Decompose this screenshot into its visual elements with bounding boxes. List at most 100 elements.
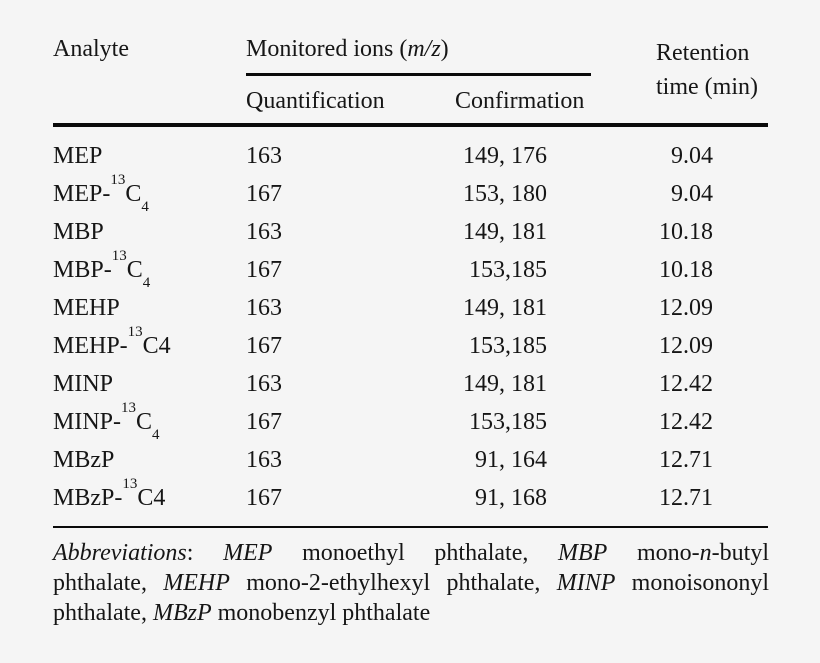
isotope-superscript: 13 [110,171,126,188]
retention-cell: 9.04 [671,180,713,207]
analyte-cell: MEP [53,137,246,175]
footer-text: : [186,540,224,566]
analyte-label: MBzP [53,446,115,473]
analyte-cell: MBP-13C4 [53,247,246,292]
table-row: MBzP-13C4 167 91, 168 12.71 [53,475,713,517]
abbreviations-line3: phthalate, MBzP monobenzyl phthalate [53,598,769,628]
analyte-cell: MEHP-13C4 [53,323,246,365]
table-row: MBP-13C4 167 153,185 10.18 [53,247,713,292]
quantification-cell: 167 [246,332,282,359]
table-row: MBzP 163 91, 164 12.71 [53,441,713,479]
isotope-subscript: 4 [141,199,149,216]
abbreviations-line1: Abbreviations: MEP monoethyl phthalate, … [53,538,769,568]
retention-cell: 12.09 [659,294,713,321]
quantification-cell: 163 [246,446,282,473]
quantification-cell: 167 [246,408,282,435]
isotope-superscript: 13 [111,247,127,264]
footer-text: -butyl [711,540,769,566]
abbrev-mbzp: MBzP [152,600,212,626]
quantification-cell: 167 [246,484,282,511]
body-footer-separator-rule [53,526,768,528]
analyte-base: C [126,256,143,283]
analyte-data-table: MEP 163 149, 176 9.04 MEP-13C4 167 153, … [53,137,713,517]
retention-cell: 10.18 [659,256,713,283]
analyte-cell: MBP [53,213,246,251]
analyte-cell: MEHP [53,289,246,327]
abbrev-mbp: MBP [558,540,608,566]
retention-cell: 12.42 [659,370,713,397]
retention-cell: 12.71 [659,446,713,473]
retention-cell: 12.09 [659,332,713,359]
confirmation-cell: 91, 168 [475,484,547,511]
column-header-quantification: Quantification [246,88,385,114]
table-row: MEHP 163 149, 181 12.09 [53,289,713,327]
confirmation-cell: 149, 181 [463,370,547,397]
confirmation-cell: 153,185 [469,332,547,359]
header-body-separator-rule [53,123,768,127]
analyte-cell: MBzP [53,441,246,479]
analyte-base: C [125,180,142,207]
analyte-cell: MBzP-13C4 [53,475,246,517]
abbrev-mehp: MEHP [163,570,230,596]
retention-cell: 10.18 [659,218,713,245]
analyte-label: MEP- [53,180,111,207]
confirmation-cell: 153,185 [469,256,547,283]
abbrev-mep: MEP [223,540,273,566]
table-row: MINP 163 149, 181 12.42 [53,365,713,403]
retention-header-line1: Retention [656,40,750,66]
analyte-label: MBP- [53,256,112,283]
confirmation-cell: 149, 181 [463,218,547,245]
confirmation-cell: 153,185 [469,408,547,435]
isotope-superscript: 13 [127,323,143,340]
analyte-label: MEP [53,142,103,169]
monitored-ions-label: Monitored ions ( [246,36,408,62]
mz-italic-label: m/z [407,36,441,62]
analyte-cell: MEP-13C4 [53,171,246,216]
confirmation-cell: 149, 176 [463,142,547,169]
table-row: MEP 163 149, 176 9.04 [53,137,713,175]
analyte-base: C4 [142,332,171,359]
quantification-cell: 163 [246,370,282,397]
quantification-cell: 167 [246,256,282,283]
analyte-base: C [136,408,153,435]
isotope-subscript: 4 [152,427,160,444]
table-row: MBP 163 149, 181 10.18 [53,213,713,251]
column-header-analyte: Analyte [53,36,129,62]
confirmation-cell: 91, 164 [475,446,547,473]
analyte-label: MINP- [53,408,122,435]
retention-cell: 12.71 [659,484,713,511]
analyte-label: MEHP- [53,332,128,359]
quantification-cell: 167 [246,180,282,207]
isotope-subscript: 4 [142,275,151,292]
quantification-cell: 163 [246,218,282,245]
isotope-superscript: 13 [121,399,137,416]
analyte-cell: MINP [53,365,246,403]
table-row: MINP-13C4 167 153,185 12.42 [53,399,713,444]
table-row: MEP-13C4 167 153, 180 9.04 [53,171,713,216]
footer-text: monoethyl phthalate, [272,540,559,566]
footer-text: phthalate, [53,570,164,596]
abbreviations-word: Abbreviations [53,540,187,566]
isotope-superscript: 13 [122,475,138,492]
abbreviations-note: Abbreviations: MEP monoethyl phthalate, … [53,538,769,628]
footer-text: phthalate, [53,600,153,626]
analyte-label: MEHP [53,294,120,321]
retention-cell: 12.42 [659,408,713,435]
retention-header-line2: time (min) [656,74,758,100]
confirmation-cell: 153, 180 [463,180,547,207]
column-header-monitored-ions: Monitored ions (m/z) [246,36,449,63]
retention-cell: 9.04 [671,142,713,169]
footer-text: mono-2-ethylhexyl phthalate, [229,570,557,596]
table-row: MEHP-13C4 167 153,185 12.09 [53,323,713,365]
italic-n: n [699,540,712,566]
analyte-label: MINP [53,370,114,397]
quantification-cell: 163 [246,294,282,321]
analyte-label: MBP [53,218,104,245]
monitored-ions-underline-rule [246,73,591,76]
quantification-cell: 163 [246,142,282,169]
abbreviations-line2: phthalate, MEHP mono-2-ethylhexyl phthal… [53,568,769,598]
abbrev-minp: MINP [556,570,616,596]
footer-text: mono- [607,540,700,566]
footer-text: monobenzyl phthalate [211,600,431,626]
